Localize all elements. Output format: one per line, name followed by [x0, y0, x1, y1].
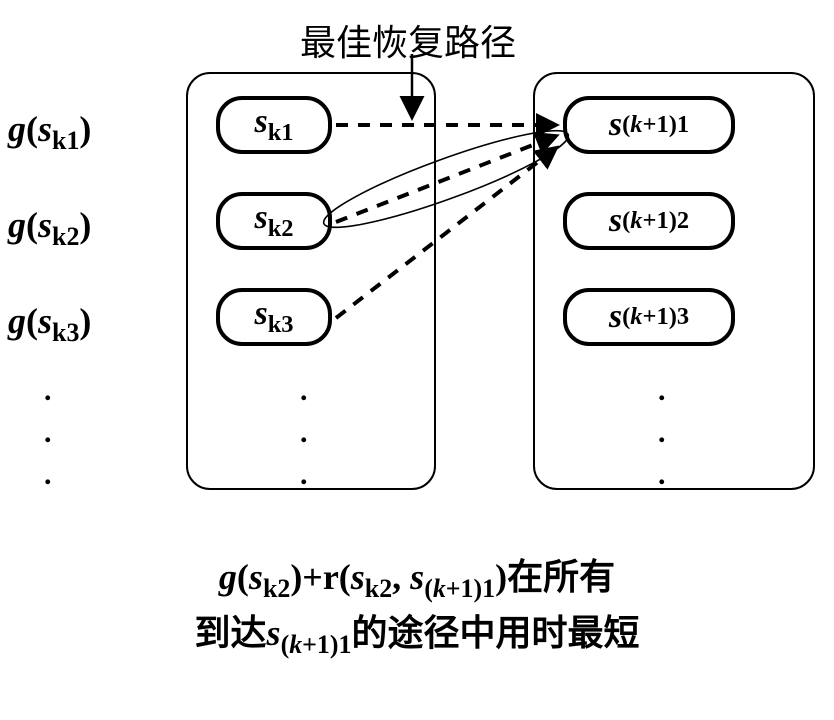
caption-line-1: g(sk2)+r(sk2, s(k+1)1)在所有	[0, 548, 834, 604]
diagram-root: 最佳恢复路径 g(sk1) g(sk2) g(sk3) sk1 sk2 sk3 …	[0, 0, 834, 720]
dots-right-inner: ...	[658, 370, 666, 496]
title-best-path: 最佳恢复路径	[300, 14, 516, 66]
caption: g(sk2)+r(sk2, s(k+1)1)在所有 到达s(k+1)1的途径中用…	[0, 548, 834, 660]
node-sk3: sk3	[216, 288, 332, 346]
label-g-sk1: g(sk1)	[8, 108, 91, 156]
dots-left-inner: ...	[300, 370, 308, 496]
label-g-sk2: g(sk2)	[8, 204, 91, 252]
node-skp2: s(k+1)2	[563, 192, 735, 250]
label-g-sk3: g(sk3)	[8, 300, 91, 348]
node-skp3: s(k+1)3	[563, 288, 735, 346]
node-skp1: s(k+1)1	[563, 96, 735, 154]
node-sk1: sk1	[216, 96, 332, 154]
caption-line-2: 到达s(k+1)1的途径中用时最短	[0, 604, 834, 660]
dots-left-outer: ...	[44, 370, 52, 496]
node-sk2: sk2	[216, 192, 332, 250]
